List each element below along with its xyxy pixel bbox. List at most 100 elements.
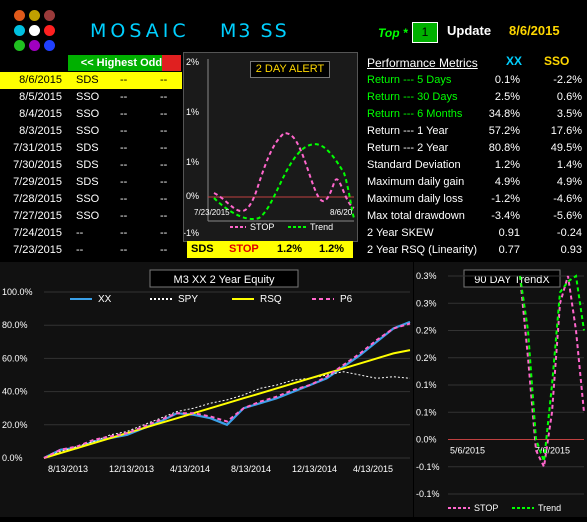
trendx-chart: 90 DAY TrendX 0.3% 0.3% 0.2% 0.2% 0.1% 0.1% 0.0… [414, 262, 587, 517]
trendx-series-trend [519, 274, 585, 462]
equity-xtick: 8/13/2013 [48, 464, 88, 474]
equity-xtick: 8/13/2014 [231, 464, 271, 474]
trendx-ytick: 0.1% [416, 407, 437, 417]
equity-chart-svg: M3 XX 2 Year Equity 100.0% 80.0% 60.0% 40.0%… [2, 264, 411, 474]
equity-xtick: 12/13/2013 [109, 464, 154, 474]
metric-cell: Return --- 5 Days [367, 74, 452, 86]
metric-row: Max total drawdown -3.4% -5.6% [367, 208, 582, 225]
odds-cell: SSO [76, 210, 100, 222]
metric-cell: Return --- 2 Year [367, 142, 449, 154]
update-label: Update [447, 23, 492, 38]
odds-table-row: 8/6/2015 SDS -- -- [0, 72, 182, 89]
odds-table-row: 7/27/2015 SSO -- -- [0, 208, 182, 225]
odds-cell: -- [160, 159, 168, 171]
odds-cell: -- [160, 244, 168, 256]
odds-table-row: 8/5/2015 SSO -- -- [0, 89, 182, 106]
metrics-col2: SSO [544, 54, 570, 68]
odds-header-accent [162, 55, 181, 71]
metric-cell: 17.6% [550, 125, 582, 137]
alert-footer-sym: SDS [191, 243, 214, 255]
trendx-ytick: -0.1% [416, 462, 440, 472]
equity-series-rsq [43, 349, 411, 459]
odds-cell: SSO [76, 108, 100, 120]
alert-footer: SDS STOP 1.2% 1.2% [187, 241, 353, 258]
equity-legend-label: SPY [178, 294, 198, 305]
logo-icon [14, 10, 60, 52]
equity-legend-label: P6 [340, 294, 353, 305]
alert-footer-action: STOP [229, 243, 259, 255]
trendx-ytick: 0.0% [416, 435, 437, 445]
odds-cell: 8/4/2015 [19, 108, 62, 120]
odds-cell: 8/3/2015 [19, 125, 62, 137]
odds-cell: -- [120, 244, 128, 256]
metric-cell: -0.24 [556, 227, 582, 239]
top-input[interactable]: 1 [412, 22, 438, 43]
odds-cell: SDS [76, 176, 99, 188]
odds-cell: 8/5/2015 [19, 91, 62, 103]
metric-cell: 49.5% [550, 142, 582, 154]
alert-chart: 2 DAY ALERT 2% 1% 1% 0% -1% 7/23/2015 8/… [183, 52, 358, 242]
app-title: MOSAIC [90, 20, 190, 42]
metric-cell: Max total drawdown [367, 210, 465, 222]
alert-legend-stop: STOP [250, 222, 274, 232]
trendx-series-stop [519, 275, 585, 471]
odds-cell: 7/31/2015 [13, 142, 62, 154]
odds-cell: SSO [76, 193, 100, 205]
odds-cell: 7/27/2015 [13, 210, 62, 222]
odds-cell: -- [160, 193, 168, 205]
alert-chart-svg: 2% 1% 1% 0% -1% 7/23/2015 8/6/20 STOP Tr… [184, 57, 355, 238]
metric-cell: Maximum daily loss [367, 193, 463, 205]
alert-ytick: 0% [186, 191, 199, 201]
alert-xtick-start: 7/23/2015 [194, 208, 230, 217]
trendx-title: 90 DAY TrendX [474, 274, 550, 286]
odds-cell: SDS [76, 74, 99, 86]
odds-table-row: 7/28/2015 SSO -- -- [0, 191, 182, 208]
alert-footer-v1: 1.2% [277, 243, 303, 255]
metric-row: 2 Year RSQ (Linearity) 0.77 0.93 [367, 242, 582, 259]
trendx-ytick: 0.2% [416, 353, 437, 363]
metric-cell: 80.8% [488, 142, 520, 154]
odds-table-row: 7/30/2015 SDS -- -- [0, 157, 182, 174]
odds-cell: 7/30/2015 [13, 159, 62, 171]
odds-cell: -- [120, 176, 128, 188]
metric-row: 2 Year SKEW 0.91 -0.24 [367, 225, 582, 242]
metric-cell: 1.4% [556, 159, 582, 171]
odds-cell: 7/23/2015 [13, 244, 62, 256]
trendx-xtick: 5/6/2015 [450, 446, 485, 456]
odds-cell: -- [76, 227, 84, 239]
metric-cell: -3.4% [491, 210, 520, 222]
alert-ytick: -1% [184, 228, 199, 238]
metric-cell: Return --- 6 Months [367, 108, 463, 120]
top-label: Top * [378, 26, 408, 40]
trendx-ytick: 0.3% [416, 298, 437, 308]
update-date: 8/6/2015 [509, 23, 560, 38]
odds-table-row: 7/23/2015 -- -- -- [0, 242, 182, 259]
metric-cell: Standard Deviation [367, 159, 461, 171]
odds-table-row: 7/29/2015 SDS -- -- [0, 174, 182, 191]
equity-ytick: 80.0% [2, 320, 28, 330]
odds-cell: -- [120, 210, 128, 222]
metric-cell: 0.1% [494, 74, 520, 86]
metric-cell: 0.6% [556, 91, 582, 103]
odds-cell: -- [160, 227, 168, 239]
metric-cell: 0.93 [560, 244, 582, 256]
alert-footer-v2: 1.2% [319, 243, 345, 255]
alert-ytick: 1% [186, 107, 199, 117]
odds-cell: -- [120, 91, 128, 103]
metric-cell: Return --- 1 Year [367, 125, 449, 137]
trendx-ytick: 0.1% [416, 380, 437, 390]
equity-ytick: 0.0% [2, 453, 23, 463]
highest-odds-header[interactable]: << Highest Odds [68, 55, 181, 71]
equity-title: M3 XX 2 Year Equity [174, 274, 275, 286]
metric-cell: 3.5% [556, 108, 582, 120]
metric-row: Return --- 2 Year 80.8% 49.5% [367, 140, 582, 157]
odds-cell: SDS [76, 159, 99, 171]
metric-row: Return --- 30 Days 2.5% 0.6% [367, 89, 582, 106]
equity-ytick: 60.0% [2, 353, 28, 363]
metric-row: Maximum daily gain 4.9% 4.9% [367, 174, 582, 191]
odds-cell: -- [76, 244, 84, 256]
odds-cell: -- [120, 125, 128, 137]
metric-cell: 0.91 [498, 227, 520, 239]
alert-ytick: 2% [186, 57, 199, 67]
trendx-ytick: -0.1% [416, 489, 440, 499]
